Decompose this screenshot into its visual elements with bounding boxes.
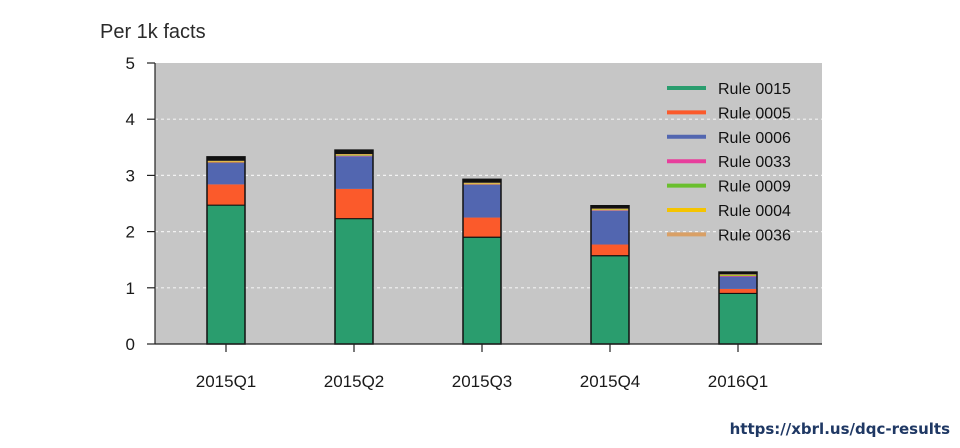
bar-segment — [719, 274, 757, 275]
bar-segment — [463, 179, 501, 183]
x-tick-label: 2015Q1 — [196, 372, 257, 391]
bar-segment — [463, 217, 501, 238]
bar-segment — [463, 184, 501, 218]
bar-segment — [335, 188, 373, 219]
bar-segment — [463, 237, 501, 344]
bar-segment — [335, 155, 373, 156]
source-link[interactable]: https://xbrl.us/dqc-results — [729, 420, 950, 438]
bar-segment — [463, 183, 501, 184]
bars — [206, 149, 758, 345]
bar-segment — [335, 218, 373, 344]
bar-segment — [591, 209, 629, 211]
legend-label: Rule 0036 — [718, 227, 791, 244]
bar-segment — [591, 210, 629, 245]
y-tick-label: 2 — [126, 223, 135, 242]
x-tick-label: 2015Q4 — [580, 372, 641, 391]
bar-segment — [719, 275, 757, 277]
bar-segment — [719, 275, 757, 276]
y-tick-label: 1 — [126, 279, 135, 298]
bar-segment — [719, 272, 757, 275]
bar-segment — [335, 156, 373, 189]
bar-segment — [463, 183, 501, 185]
bar-segment — [591, 209, 629, 210]
legend-label: Rule 0015 — [718, 81, 791, 98]
bar-segment — [335, 155, 373, 157]
bar-segment — [591, 205, 629, 209]
legend-label: Rule 0033 — [718, 154, 791, 171]
bar-segment — [207, 161, 245, 162]
legend-label: Rule 0009 — [718, 179, 791, 196]
axes: 0 1 2 3 4 5 2015Q1 2015Q2 2015Q3 2015Q4 2016Q1 — [126, 54, 822, 391]
bar-segment — [719, 293, 757, 344]
bar-segment — [719, 288, 757, 294]
bar-segment — [463, 182, 501, 184]
bar-segment — [207, 161, 245, 163]
bar-segment — [719, 276, 757, 289]
legend-label: Rule 0005 — [718, 105, 791, 122]
bar-segment — [207, 156, 245, 161]
y-tick-label: 0 — [126, 335, 135, 354]
y-tick-label: 3 — [126, 166, 135, 185]
bar-segment — [591, 255, 629, 344]
y-tick-label: 4 — [126, 110, 135, 129]
bar-segment — [335, 154, 373, 156]
bar-segment — [591, 210, 629, 211]
bar-segment — [207, 184, 245, 206]
bar-segment — [591, 244, 629, 256]
bar-segment — [207, 160, 245, 162]
x-tick-label: 2015Q3 — [452, 372, 513, 391]
legend-label: Rule 0004 — [718, 203, 791, 220]
bar-segment — [335, 150, 373, 155]
bar-segment — [591, 208, 629, 210]
y-tick-label: 5 — [126, 54, 135, 73]
bar-segment — [719, 274, 757, 276]
bar-segment — [207, 205, 245, 344]
bar-segment — [335, 154, 373, 155]
x-tick-label: 2015Q2 — [324, 372, 385, 391]
bar-segment — [207, 163, 245, 185]
y-axis-label: Per 1k facts — [100, 21, 206, 43]
legend: Rule 0015 Rule 0005 Rule 0006 Rule 0033 Rule… — [667, 81, 791, 244]
x-tick-label: 2016Q1 — [708, 372, 769, 391]
bar-segment — [463, 184, 501, 185]
legend-label: Rule 0006 — [718, 130, 791, 147]
bar-segment — [207, 162, 245, 164]
